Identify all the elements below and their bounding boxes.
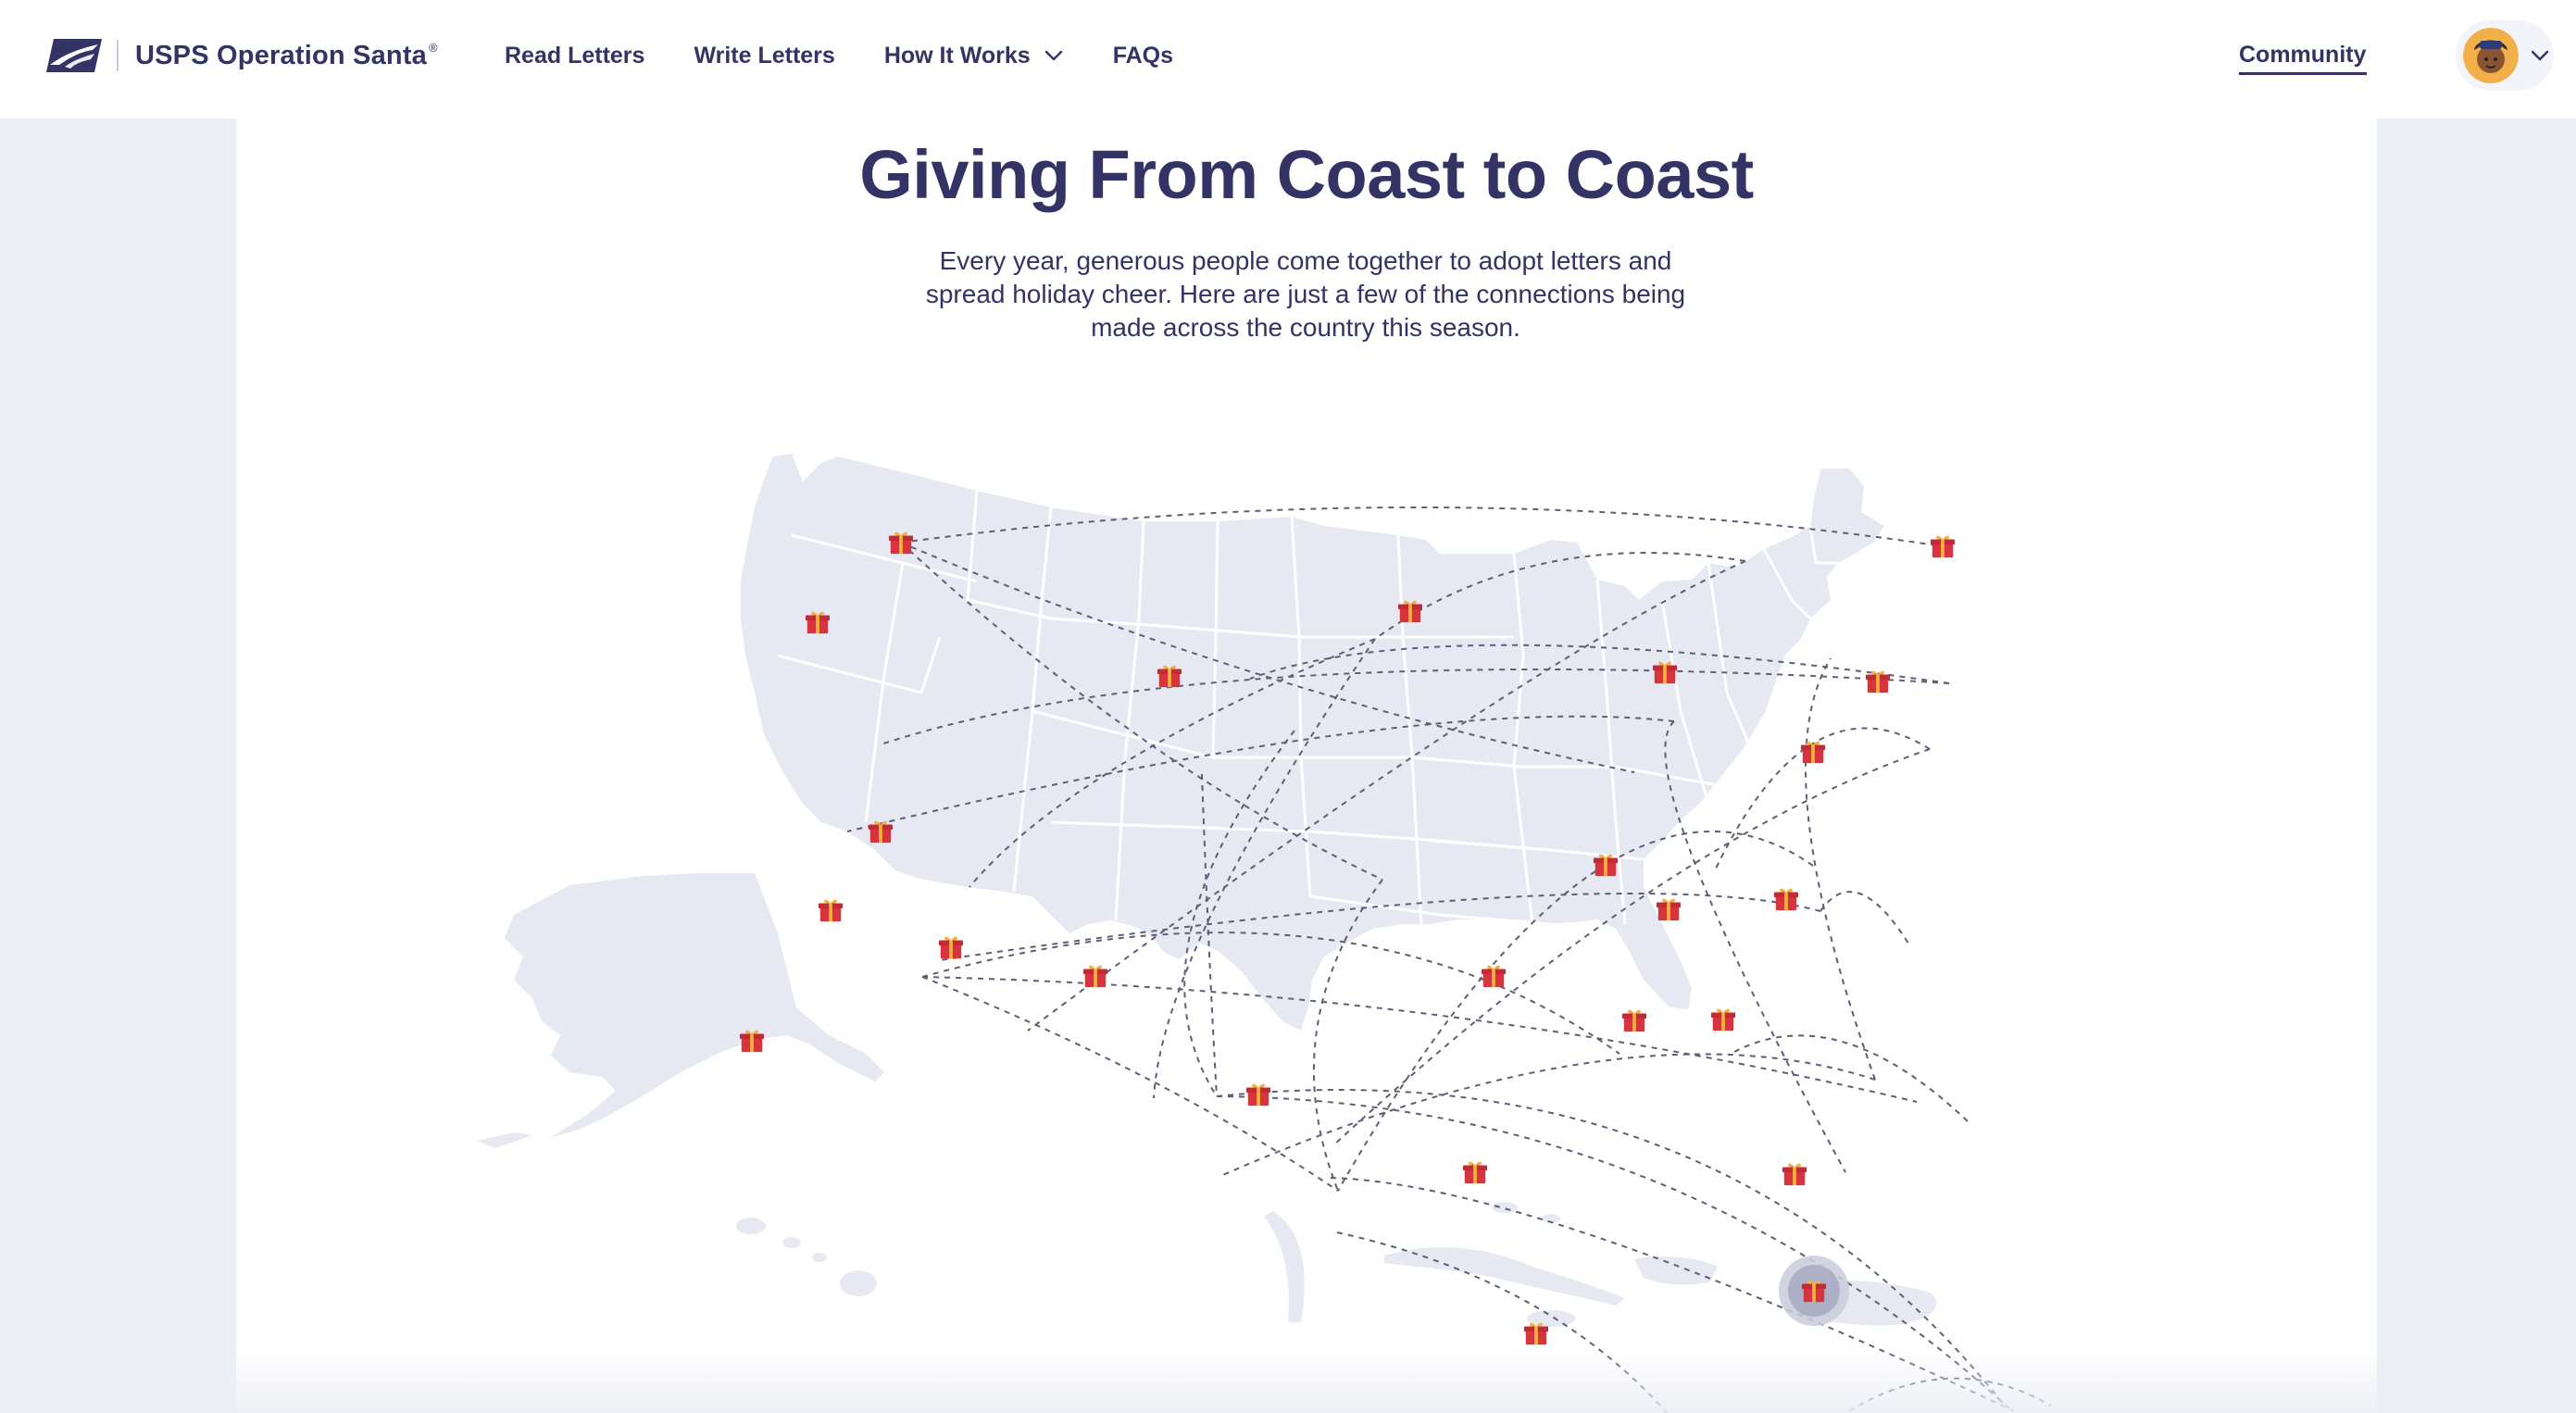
page-title: Giving From Coast to Coast	[859, 136, 1754, 213]
nav-read-letters[interactable]: Read Letters	[505, 42, 645, 69]
nav-community[interactable]: Community	[2239, 42, 2367, 75]
user-avatar	[2463, 28, 2519, 83]
gift-icon[interactable]	[1462, 1161, 1488, 1184]
gift-icon[interactable]	[1773, 888, 1799, 911]
gift-icon[interactable]	[938, 936, 964, 959]
gift-icon[interactable]	[1656, 898, 1682, 921]
gift-icon[interactable]	[1782, 1163, 1807, 1186]
brand-divider	[117, 40, 119, 71]
main-nav: Read Letters Write Letters How It Works …	[505, 0, 1222, 111]
gift-icon[interactable]	[1481, 965, 1507, 988]
brand-name: USPS Operation Santa ®	[135, 40, 438, 70]
connections-map	[236, 119, 2377, 1413]
gift-icon[interactable]	[1800, 741, 1826, 764]
gift-icon[interactable]	[818, 899, 844, 922]
gift-icon[interactable]	[1710, 1008, 1736, 1032]
brand-logo-link[interactable]: USPS Operation Santa ®	[46, 37, 438, 74]
gift-markers	[739, 531, 1956, 1345]
gift-icon[interactable]	[1621, 1009, 1647, 1032]
gift-icon[interactable]	[1245, 1083, 1271, 1107]
usps-eagle-icon	[46, 39, 102, 72]
user-menu-button[interactable]	[2456, 20, 2554, 91]
gift-icon[interactable]	[1082, 965, 1108, 988]
us-map-svg	[477, 454, 2052, 1413]
intro-text: Every year, generous people come togethe…	[925, 246, 1686, 342]
gift-icon[interactable]	[1930, 535, 1956, 558]
connection-arcs	[846, 506, 2052, 1413]
nav-faqs[interactable]: FAQs	[1112, 42, 1173, 69]
state-borders	[777, 490, 1838, 926]
chevron-down-icon	[1044, 50, 1062, 61]
chevron-down-icon	[2531, 50, 2549, 61]
nav-write-letters[interactable]: Write Letters	[694, 42, 835, 69]
main-content: Giving From Coast to Coast Every year, g…	[236, 119, 2377, 1413]
site-header: USPS Operation Santa ® Read Letters Write…	[0, 0, 2576, 119]
nav-how-it-works[interactable]: How It Works	[884, 43, 1064, 69]
